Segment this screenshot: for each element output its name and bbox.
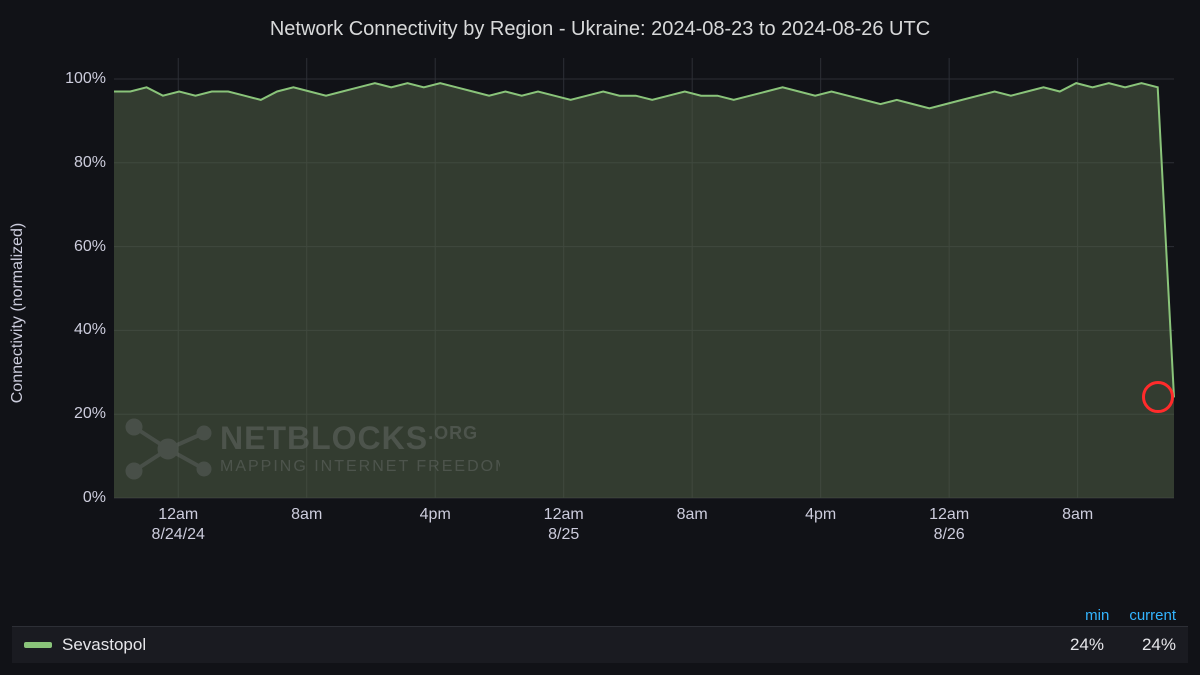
xtick-label: 8am (677, 506, 708, 524)
xtick-label: 4pm (420, 506, 451, 524)
chart-zone: Connectivity (normalized) 0%20%40%60%80%… (0, 48, 1200, 578)
legend-header-current: current (1129, 607, 1176, 624)
xtick-label: 8am (291, 506, 322, 524)
chart-panel: Network Connectivity by Region - Ukraine… (0, 0, 1200, 675)
legend-header: min current (12, 607, 1188, 626)
plot-area: 0%20%40%60%80%100%12am8/24/248am4pm12am8… (114, 58, 1174, 498)
legend: min current Sevastopol 24% 24% (12, 607, 1188, 663)
legend-series-name: Sevastopol (62, 635, 1032, 655)
ytick-label: 0% (83, 489, 106, 507)
y-axis-label: Connectivity (normalized) (9, 223, 27, 404)
ytick-label: 60% (74, 238, 106, 256)
ytick-label: 40% (74, 321, 106, 339)
ytick-label: 80% (74, 154, 106, 172)
xtick-label: 12am8/24/24 (152, 506, 205, 544)
legend-min-value: 24% (1032, 635, 1104, 655)
ytick-label: 100% (65, 70, 106, 88)
xtick-label: 12am8/26 (929, 506, 969, 544)
xtick-label: 4pm (805, 506, 836, 524)
legend-header-min: min (1085, 607, 1109, 624)
xtick-label: 12am8/25 (544, 506, 584, 544)
area-fill (114, 83, 1174, 498)
chart-title: Network Connectivity by Region - Ukraine… (0, 0, 1200, 41)
legend-current-value: 24% (1104, 635, 1176, 655)
legend-row[interactable]: Sevastopol 24% 24% (12, 626, 1188, 663)
series-svg (114, 58, 1174, 498)
xtick-label: 8am (1062, 506, 1093, 524)
legend-swatch (24, 642, 52, 648)
ytick-label: 20% (74, 405, 106, 423)
